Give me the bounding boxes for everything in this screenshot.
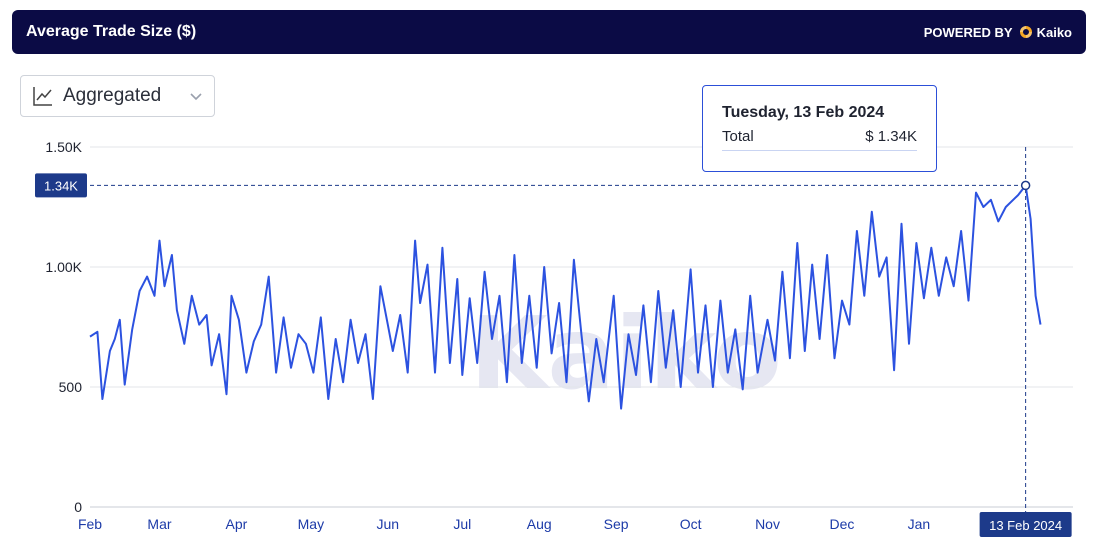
series-line <box>89 184 1042 410</box>
x-tick-label: Jul <box>453 516 471 532</box>
y-tick-label: 0 <box>74 499 82 515</box>
x-tick-label: Nov <box>755 516 780 532</box>
x-crosshair-label: 13 Feb 2024 <box>989 518 1062 533</box>
x-tick-label: Dec <box>830 516 855 532</box>
x-tick-label: Sep <box>604 516 629 532</box>
line-chart-icon <box>33 87 52 106</box>
powered-by-label: POWERED BY <box>923 24 1013 40</box>
powered-by: POWERED BY Kaiko <box>924 25 1072 40</box>
brand-name: Kaiko <box>1036 24 1072 40</box>
x-axis: Feb Mar Apr May Jun Jul Aug Sep Oct Nov Dec Jan <box>78 516 930 532</box>
x-tick-label: May <box>298 516 324 532</box>
y-tick-label: 1.50K <box>45 139 82 155</box>
kaiko-logo: Kaiko <box>1019 25 1072 40</box>
dropdown-value: Aggregated <box>63 85 162 106</box>
x-tick-label: Feb <box>78 516 102 532</box>
tooltip-value: $ 1.34K <box>865 128 917 145</box>
chevron-down-icon <box>190 93 202 101</box>
y-crosshair-badge <box>35 173 87 198</box>
y-tick-label: 500 <box>59 379 83 395</box>
y-crosshair-label: 1.34K <box>44 178 78 193</box>
chart-title: Average Trade Size ($) <box>26 23 197 40</box>
x-crosshair-badge <box>979 512 1072 537</box>
data-tooltip: Tuesday, 13 Feb 2024 Total $ 1.34K <box>702 85 937 172</box>
series-layer <box>89 184 1042 410</box>
y-axis: 0 500 1.00K 1.50K <box>45 139 82 515</box>
x-tick-label: Aug <box>527 516 552 532</box>
x-tick-label: Oct <box>680 516 702 532</box>
grid-lines <box>90 146 1073 508</box>
tooltip-date: Tuesday, 13 Feb 2024 <box>722 104 885 121</box>
chart-header: Average Trade Size ($) POWERED BY Kaiko <box>12 10 1086 54</box>
kaiko-logo-icon <box>1019 26 1032 38</box>
tooltip-series-label: Total <box>722 128 754 145</box>
tooltip-row: Total $ 1.34K <box>722 128 917 151</box>
x-tick-label: Jan <box>908 516 931 532</box>
x-tick-label: Mar <box>147 516 171 532</box>
aggregation-dropdown[interactable]: Aggregated <box>20 75 215 117</box>
x-tick-label: Jun <box>377 516 400 532</box>
crosshair: 1.34K 13 Feb 2024 <box>35 147 1072 537</box>
y-tick-label: 1.00K <box>45 259 82 275</box>
crosshair-point <box>1020 180 1031 191</box>
x-tick-label: Apr <box>226 516 248 532</box>
